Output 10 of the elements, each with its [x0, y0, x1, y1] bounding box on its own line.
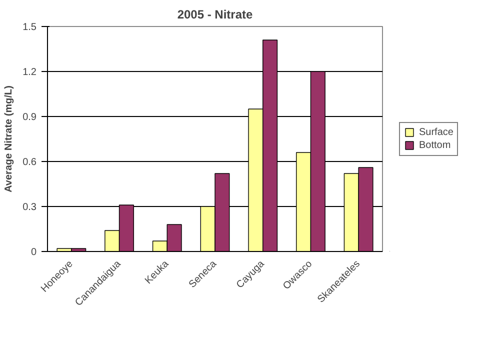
y-axis-title: Average Nitrate (mg/L) — [4, 86, 15, 192]
legend-label: Bottom — [419, 140, 451, 150]
legend-label: Surface — [419, 126, 454, 138]
y-tick-label: 0 — [30, 247, 37, 258]
y-tick-label: 0.3 — [22, 202, 37, 213]
y-tick-label: 0.6 — [22, 157, 37, 168]
chart-title: 2005 - Nitrate — [177, 8, 254, 22]
y-tick-label: 1.5 — [22, 22, 37, 33]
y-tick-label: 0.9 — [22, 112, 37, 123]
y-tick-label: 1.2 — [22, 67, 37, 78]
